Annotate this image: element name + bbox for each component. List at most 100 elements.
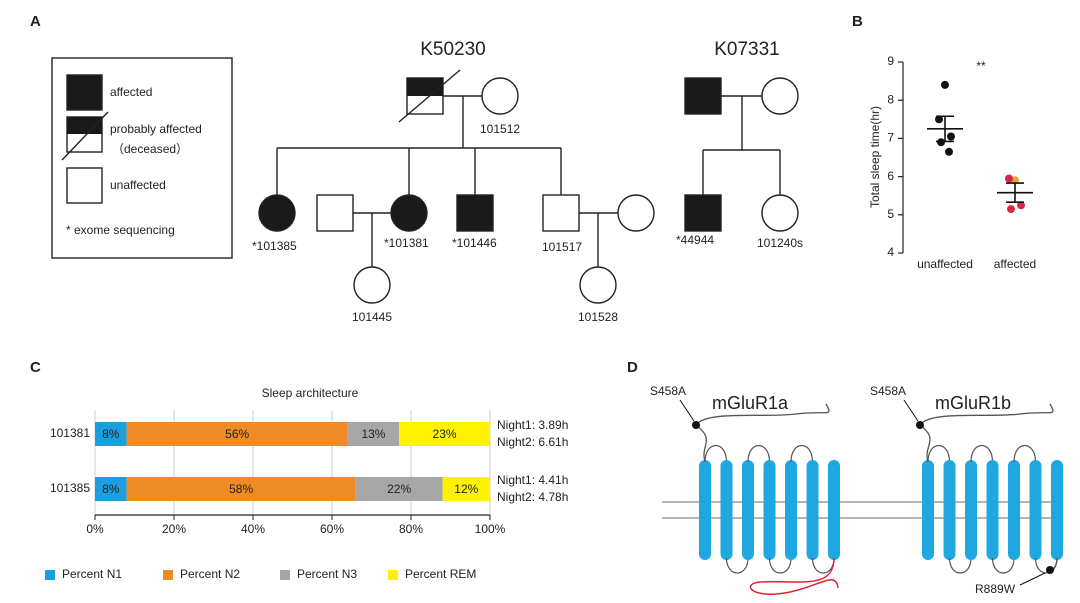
pedigree-lines <box>276 95 618 267</box>
annotation: Night1: 3.89h <box>497 418 568 432</box>
annotation: Night2: 4.78h <box>497 490 568 504</box>
n-terminus <box>695 403 830 463</box>
x-tick-label: 40% <box>241 522 265 536</box>
family-name: K50230 <box>420 39 486 60</box>
individual <box>353 266 391 304</box>
legend-swatch <box>163 570 173 580</box>
bar-segment <box>399 422 490 446</box>
bar-segment <box>95 422 127 446</box>
site-pointer <box>903 399 919 422</box>
individual <box>684 77 722 115</box>
loop <box>725 557 749 574</box>
deceased-mark <box>398 69 461 123</box>
deceased-mark <box>61 111 109 161</box>
value-label: 23% <box>433 427 457 441</box>
receptor-name: mGluR1a <box>712 393 789 413</box>
legend-label: Percent N3 <box>297 567 357 581</box>
y-tick-label: 6 <box>887 169 894 183</box>
x-tick-label: 100% <box>475 522 506 536</box>
helix <box>699 460 711 560</box>
bar-segment <box>442 477 490 501</box>
value-label: 13% <box>361 427 385 441</box>
y-tick-label: 9 <box>887 54 894 68</box>
individual-id: 101517 <box>542 240 582 254</box>
legend-box <box>51 57 233 259</box>
legend-text: unaffected <box>110 178 166 192</box>
helix <box>986 460 999 560</box>
value-label: 8% <box>102 427 120 441</box>
legend-symbol <box>67 117 102 134</box>
chart-title: Sleep architecture <box>262 386 359 400</box>
family-name: K07331 <box>714 39 780 60</box>
individual-id: 101445 <box>352 310 392 324</box>
x-tick-label: 60% <box>320 522 344 536</box>
legend-label: Percent N2 <box>180 567 240 581</box>
legend-label: Percent REM <box>405 567 476 581</box>
value-label: 58% <box>229 482 253 496</box>
mutation-site: S458A <box>650 384 686 398</box>
bar-segment <box>126 422 348 446</box>
x-tick-label: unaffected <box>917 257 973 271</box>
error-bar <box>936 115 954 143</box>
error-bar <box>1006 182 1024 203</box>
loop <box>991 557 1015 574</box>
helix <box>806 460 819 560</box>
receptor-name: mGluR1b <box>935 393 1011 413</box>
mutation-site: S458A <box>870 384 906 398</box>
individual-id: *44944 <box>676 233 714 247</box>
legend-swatch <box>45 570 55 580</box>
data-point <box>1007 205 1015 214</box>
data-point <box>935 115 943 124</box>
helix <box>965 460 977 560</box>
individual <box>542 194 580 232</box>
legend-swatch <box>280 570 290 580</box>
loop <box>790 445 814 463</box>
annotation: ** <box>976 59 986 73</box>
helix <box>1051 460 1063 560</box>
panel-label: A <box>30 13 41 30</box>
bar-segment <box>95 477 127 501</box>
helix <box>1008 460 1020 560</box>
annotation: Night2: 6.61h <box>497 435 568 449</box>
helix <box>922 460 934 560</box>
pedigree-lines <box>702 95 781 195</box>
loop <box>948 557 972 574</box>
legend-symbol <box>66 74 103 111</box>
individual-id: *101381 <box>384 236 429 250</box>
individual <box>684 194 722 232</box>
panel-label: C <box>30 359 41 376</box>
site-dot <box>692 421 700 429</box>
panel-label: D <box>627 359 638 376</box>
y-tick-label: 101381 <box>50 426 90 440</box>
y-axis-label: Total sleep time(hr) <box>868 106 882 208</box>
helix <box>742 460 754 560</box>
loop <box>747 445 771 463</box>
legend-label: Percent N1 <box>62 567 122 581</box>
annotation: Night1: 4.41h <box>497 473 568 487</box>
y-tick-label: 8 <box>887 92 894 106</box>
bar-segment <box>347 422 400 446</box>
data-point <box>1005 174 1013 183</box>
site-pointer <box>1019 572 1046 586</box>
individual <box>258 194 296 232</box>
loop <box>1013 445 1037 463</box>
helix <box>785 460 797 560</box>
individual <box>407 78 443 96</box>
y-tick-label: 101385 <box>50 481 90 495</box>
individual-id: *101446 <box>452 236 497 250</box>
bar-segment <box>126 477 356 501</box>
individual <box>579 266 617 304</box>
individual <box>456 194 494 232</box>
n-terminus <box>919 403 1054 463</box>
helix <box>943 460 956 560</box>
legend-text: affected <box>110 85 152 99</box>
individual-id: 101512 <box>480 122 520 136</box>
c-terminus <box>749 557 839 595</box>
legend-text: * exome sequencing <box>66 223 175 237</box>
individual <box>481 77 519 115</box>
individual <box>390 194 428 232</box>
legend-text: （deceased） <box>112 142 188 156</box>
mutation-site: R889W <box>975 582 1016 596</box>
site-pointer <box>679 399 695 422</box>
